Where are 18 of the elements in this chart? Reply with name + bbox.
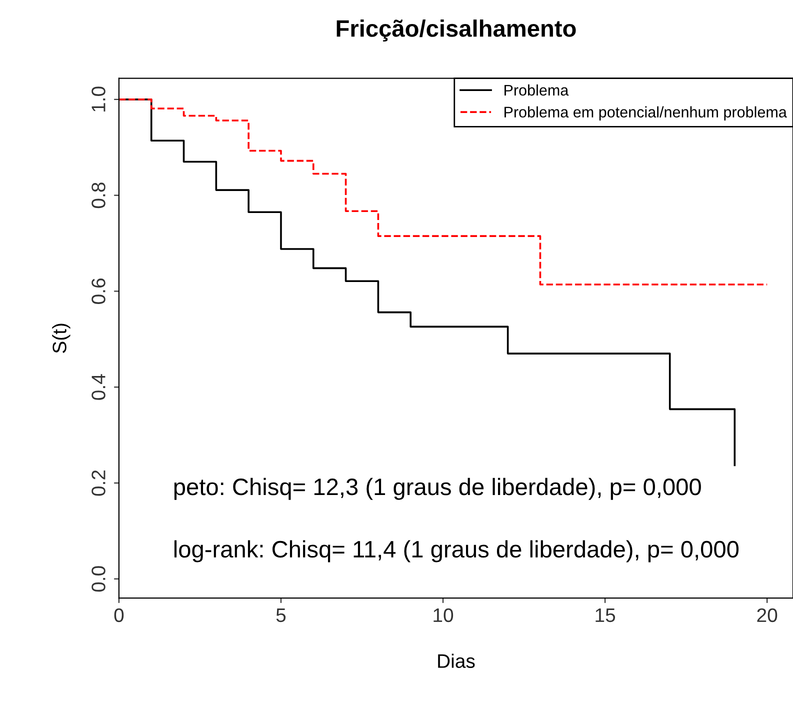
x-tick-label: 10 (434, 608, 454, 622)
x-tick-label: 20 (757, 608, 778, 622)
legend-label: Problema (504, 84, 569, 96)
y-axis-title: S(t) (52, 324, 70, 353)
x-tick-label: 5 (276, 608, 286, 622)
y-tick-label: 0.0 (92, 566, 106, 592)
y-tick-label: 0.8 (92, 182, 106, 208)
annotation: log-rank: Chisq= 11,4 (1 graus de liberdade), p= 0,000 (174, 540, 739, 562)
y-tick-label: 0.6 (92, 278, 106, 304)
y-tick-label: 0.4 (92, 374, 106, 400)
x-axis-title: Dias (438, 654, 475, 668)
y-tick-label: 1.0 (92, 86, 106, 112)
chart-title: Fricção/cisalhamento (336, 20, 576, 42)
x-tick-label: 15 (596, 608, 616, 622)
legend-label: Problema em potencial/nenhum problema (504, 106, 787, 121)
annotation: peto: Chisq= 12,3 (1 graus de liberdade), p= 0,000 (174, 478, 701, 500)
x-tick-label: 0 (114, 608, 124, 622)
y-tick-label: 0.2 (92, 470, 106, 496)
